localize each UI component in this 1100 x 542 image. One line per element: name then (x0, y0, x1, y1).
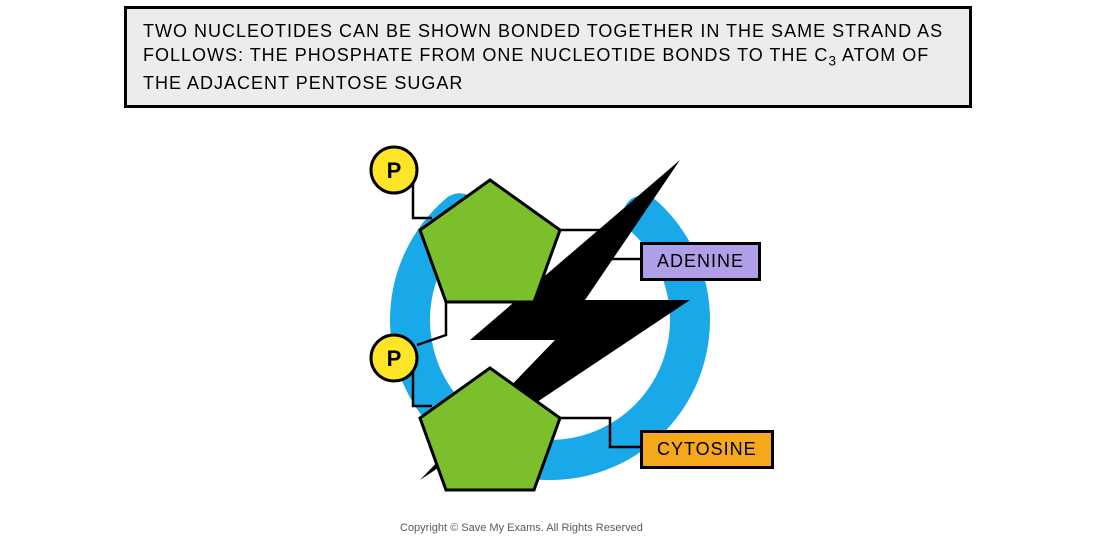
copyright-text: Copyright © Save My Exams. All Rights Re… (400, 522, 643, 534)
caption-box: TWO NUCLEOTIDES CAN BE SHOWN BONDED TOGE… (124, 6, 972, 108)
phosphate-2-label: P (387, 346, 402, 371)
bond-sugar-base-1 (560, 230, 640, 259)
bond-phosphate-sugar-1 (413, 183, 432, 218)
base-label-cytosine: CYTOSINE (640, 430, 774, 469)
pentose-sugar-1 (420, 180, 560, 302)
caption-subscript: 3 (828, 54, 837, 69)
backbone-bond (417, 302, 446, 345)
phosphate-1-label: P (387, 158, 402, 183)
bond-sugar-base-2 (560, 418, 640, 447)
bond-phosphate-sugar-2 (413, 371, 432, 406)
base-label-cytosine-text: CYTOSINE (657, 439, 757, 459)
base-label-adenine-text: ADENINE (657, 251, 744, 271)
caption-text-pre: TWO NUCLEOTIDES CAN BE SHOWN BONDED TOGE… (143, 21, 943, 65)
pentose-sugar-2 (420, 368, 560, 490)
nucleotide-1: P (371, 147, 640, 302)
base-label-adenine: ADENINE (640, 242, 761, 281)
nucleotide-2: P (371, 335, 640, 490)
